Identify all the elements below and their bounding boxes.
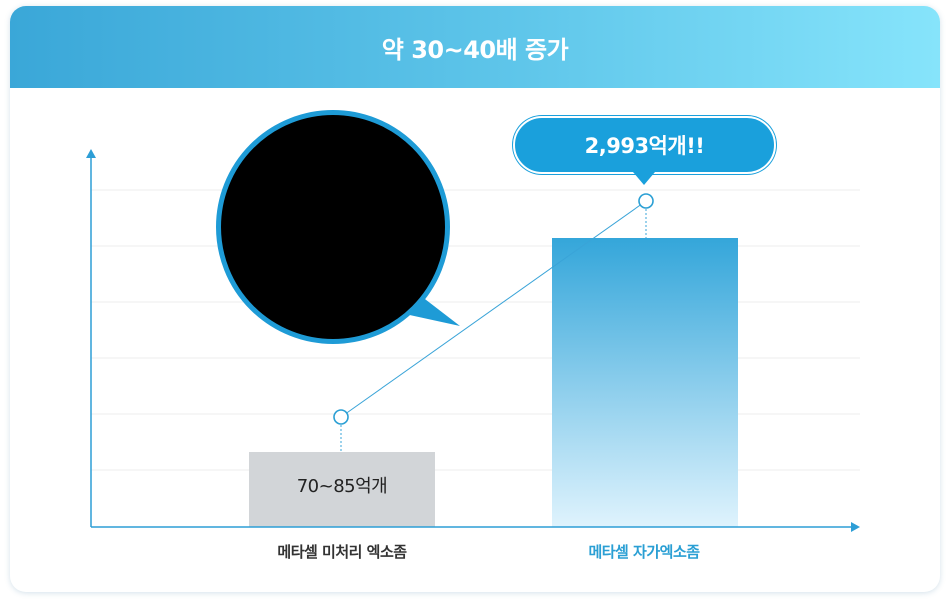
trend-line-group bbox=[333, 193, 654, 452]
bars bbox=[249, 238, 738, 527]
y-axis-arrow bbox=[86, 149, 96, 158]
chart-card: 약 30~40배 증가 bbox=[10, 6, 940, 592]
trend-point-0 bbox=[333, 409, 349, 425]
axes bbox=[86, 149, 860, 532]
x-axis-arrow bbox=[851, 522, 860, 532]
grid-lines bbox=[91, 189, 860, 471]
trend-line bbox=[340, 200, 647, 418]
callout-circle-image bbox=[216, 110, 450, 344]
bar-1 bbox=[552, 238, 738, 527]
value-bubble-tail bbox=[633, 172, 655, 185]
trend-point-1 bbox=[638, 193, 654, 209]
bar-value-label: 70~85억개 bbox=[296, 476, 388, 497]
bar-0 bbox=[249, 452, 435, 527]
category-label-untreated: 메타셀 미처리 엑소좀 bbox=[277, 543, 407, 561]
value-bubble-text: 2,993억개!! bbox=[584, 134, 705, 158]
value-bubble: 2,993억개!! bbox=[513, 116, 776, 174]
header-title: 약 30~40배 증가 bbox=[381, 35, 569, 64]
header-bar: 약 30~40배 증가 bbox=[10, 6, 940, 88]
category-label-treated: 메타셀 자가엑소좀 bbox=[588, 543, 700, 561]
